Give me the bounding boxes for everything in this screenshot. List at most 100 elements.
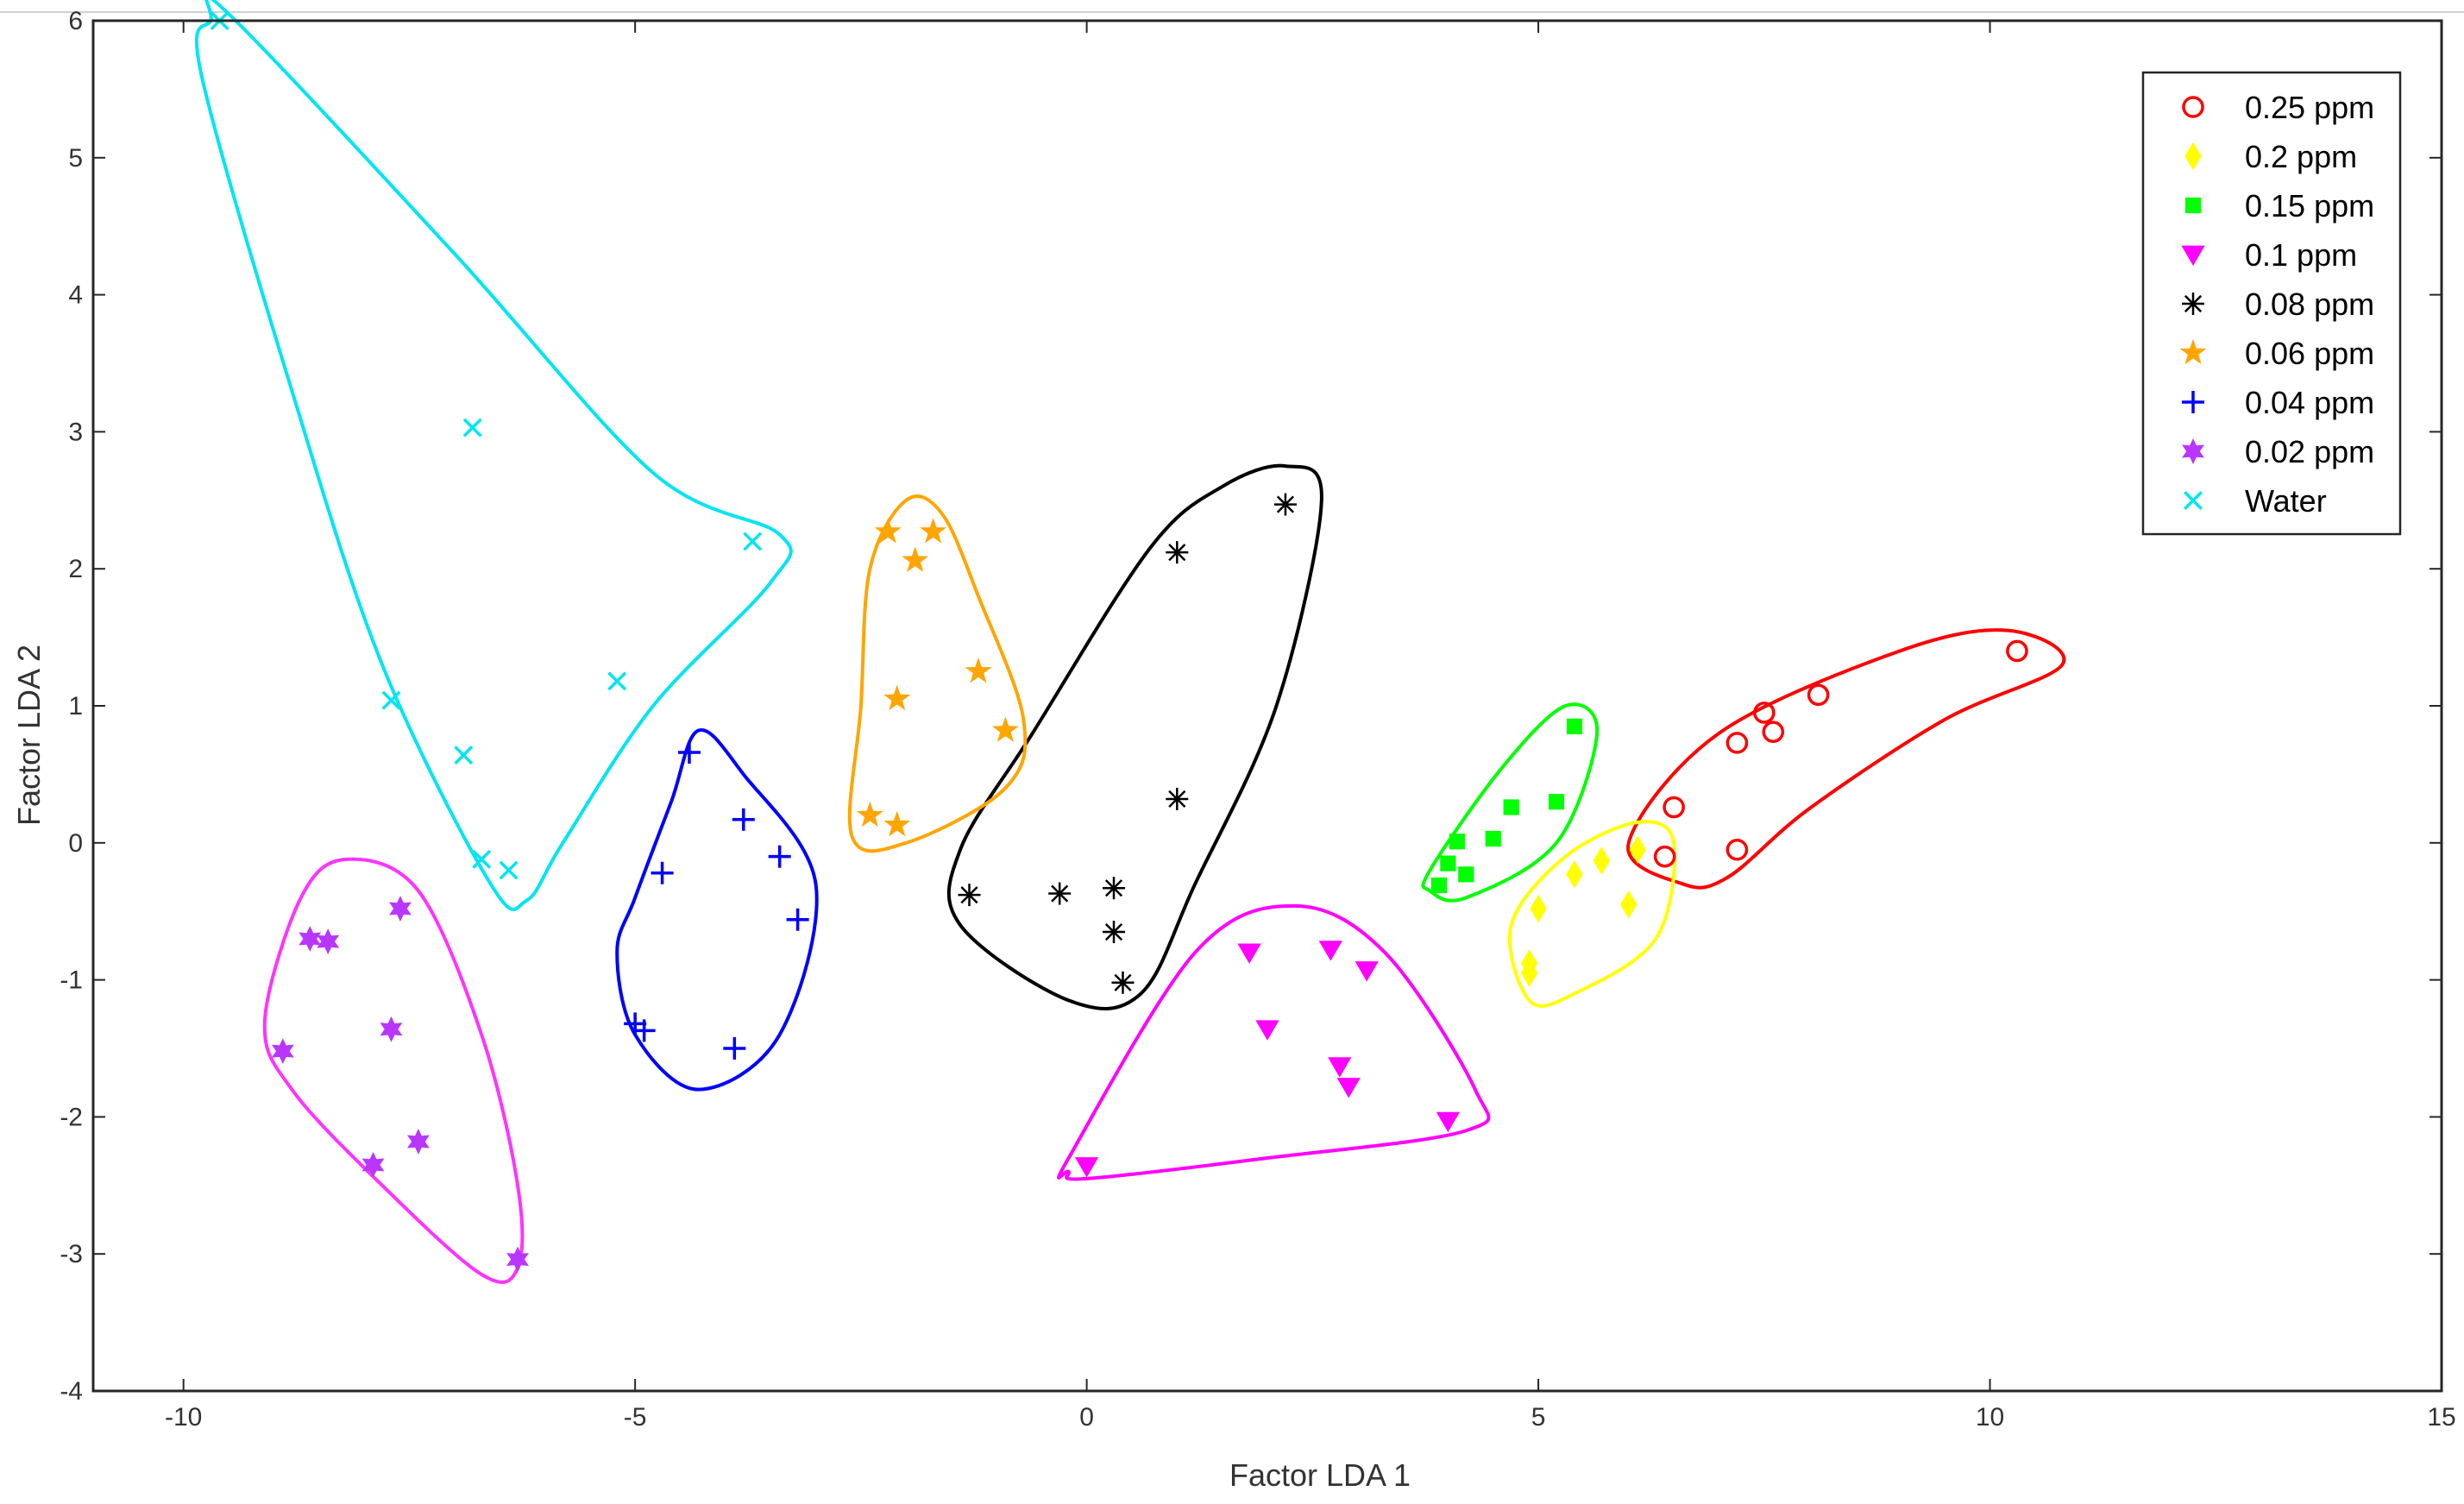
data-point: [1620, 890, 1637, 919]
data-point: [632, 1019, 656, 1042]
data-point-shape: [1663, 796, 1685, 819]
data-point: [883, 810, 911, 837]
legend: 0.25 ppm 0.2 ppm 0.15 ppm 0.1 ppm 0.08 ppm 0.…: [2141, 71, 2402, 536]
data-point: [1725, 732, 1749, 754]
data-point: [317, 928, 340, 955]
data-point-shape: [1548, 794, 1565, 810]
data-point-shape: [380, 1016, 403, 1042]
data-point: [1725, 838, 1749, 861]
data-point-shape: [389, 896, 412, 922]
cluster-outline: [194, 0, 793, 911]
data-point: [299, 926, 322, 952]
data-point-shape: [1255, 1020, 1279, 1041]
data-point: [389, 896, 412, 922]
data-point-shape: [1074, 1157, 1099, 1178]
legend-marker: [2184, 491, 2203, 510]
data-point-shape: [1318, 941, 1342, 961]
data-point-shape: [2006, 639, 2028, 663]
data-point-shape: [361, 1152, 385, 1178]
data-point: [1237, 943, 1261, 964]
legend-marker: [2184, 142, 2202, 171]
data-point: [361, 1152, 385, 1178]
legend-marker-shape: [2182, 438, 2204, 464]
data-point-shape: [506, 1246, 530, 1273]
cluster-outline: [1626, 628, 2066, 890]
y-tick-label: 4: [68, 281, 83, 310]
data-point-shape: [1725, 732, 1749, 754]
data-point: [1103, 877, 1126, 900]
cluster-outline: [1057, 903, 1491, 1181]
cluster-outlines: [194, 0, 2066, 1285]
data-point: [406, 1129, 430, 1155]
y-tick-label: 1: [68, 692, 83, 721]
data-point: [874, 518, 902, 544]
data-point: [1629, 835, 1646, 864]
legend-marker: [2181, 245, 2205, 266]
data-point-shape: [1355, 961, 1379, 982]
data-point: [902, 546, 929, 572]
data-point: [381, 690, 401, 710]
data-point: [677, 740, 701, 764]
x-axis-label: Factor LDA 1: [1229, 1457, 1411, 1493]
data-point: [1436, 1111, 1461, 1133]
data-point: [1111, 971, 1135, 994]
data-point-stroke: [743, 532, 763, 551]
data-point-shape: [965, 658, 992, 683]
data-point: [1166, 787, 1189, 810]
cluster-outline: [262, 857, 525, 1285]
data-point: [732, 808, 755, 831]
data-point: [1430, 877, 1448, 894]
data-point-shape: [1653, 845, 1676, 868]
data-point: [1449, 834, 1465, 850]
data-point: [1458, 866, 1474, 883]
data-point-stroke: [1104, 879, 1123, 897]
y-tick-label: 2: [68, 555, 83, 583]
data-point: [768, 845, 791, 868]
data-point: [1440, 855, 1456, 872]
legend-entry-label: 0.15 ppm: [2245, 188, 2374, 223]
data-point-stroke: [1168, 790, 1186, 809]
data-points: [210, 11, 2028, 1273]
x-tick-label: 5: [1531, 1403, 1546, 1432]
legend-entry-label: 0.08 ppm: [2245, 286, 2374, 322]
data-point-stroke: [499, 860, 519, 880]
legend-marker-stroke: [2184, 491, 2203, 510]
data-point-shape: [991, 716, 1019, 742]
data-point: [1255, 1020, 1279, 1041]
data-point: [1103, 921, 1126, 944]
data-point: [2006, 639, 2028, 663]
y-tick-label: -4: [60, 1377, 83, 1406]
data-point: [958, 884, 981, 907]
data-point-stroke: [1276, 495, 1295, 513]
legend-marker: [2182, 293, 2204, 315]
data-point: [499, 860, 519, 880]
y-tick-label: 0: [68, 829, 83, 858]
data-point: [1520, 949, 1538, 978]
data-point: [1753, 702, 1776, 724]
data-point: [1530, 894, 1547, 923]
data-point-shape: [1762, 721, 1785, 743]
data-point-stroke: [454, 746, 474, 765]
data-point: [1807, 683, 1830, 707]
data-point: [743, 532, 763, 551]
data-point-stroke: [1051, 884, 1069, 903]
data-point: [1273, 493, 1297, 516]
data-point: [454, 746, 474, 765]
legend-marker: [2182, 438, 2204, 464]
data-point-shape: [1336, 1078, 1361, 1098]
legend-marker-shape: [2182, 96, 2204, 118]
data-point-shape: [1593, 846, 1611, 875]
cluster-outline: [1421, 702, 1600, 903]
data-point-shape: [1237, 943, 1261, 964]
data-point: [1762, 721, 1785, 743]
x-tick-label: 10: [1976, 1403, 2004, 1432]
data-point-stroke: [1104, 922, 1123, 941]
legend-marker: [2182, 391, 2204, 413]
data-point: [1653, 845, 1676, 868]
y-tick-label: -3: [60, 1240, 83, 1268]
y-tick-label: 5: [68, 144, 83, 173]
